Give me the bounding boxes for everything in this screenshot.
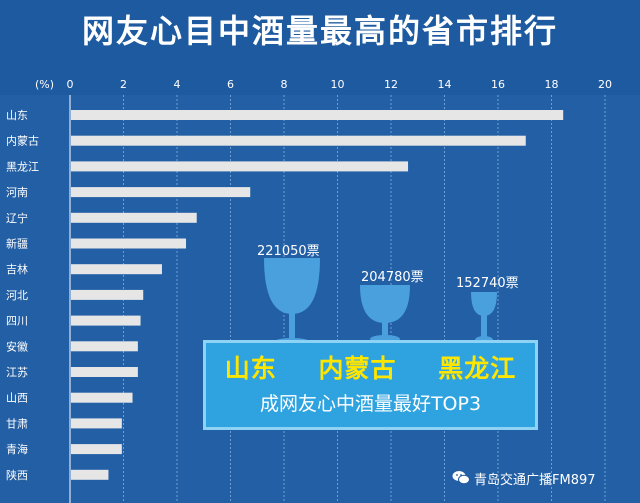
bar bbox=[71, 238, 187, 249]
x-tick-label: 4 bbox=[174, 78, 181, 91]
bar bbox=[71, 444, 122, 455]
category-label: 内蒙古 bbox=[6, 134, 39, 148]
top3-province-2: 内蒙古 bbox=[318, 354, 397, 383]
x-tick-label: 20 bbox=[598, 78, 612, 91]
category-label: 辽宁 bbox=[6, 211, 28, 225]
bar bbox=[71, 161, 409, 172]
top3-callout: 山东 内蒙古 黑龙江 成网友心中酒量最好TOP3 bbox=[203, 340, 538, 430]
category-label: 河北 bbox=[6, 289, 28, 302]
x-tick-label: 0 bbox=[67, 78, 74, 91]
category-label: 新疆 bbox=[6, 237, 28, 251]
vote-count-3: 152740票 bbox=[456, 276, 519, 291]
category-label: 安徽 bbox=[6, 339, 28, 353]
bar bbox=[71, 289, 144, 300]
unit-label: (%) bbox=[35, 78, 54, 91]
bar bbox=[71, 135, 526, 146]
category-label: 山西 bbox=[6, 392, 28, 405]
top3-provinces: 山东 内蒙古 黑龙江 bbox=[206, 349, 535, 385]
category-label: 江苏 bbox=[6, 366, 28, 379]
bar bbox=[71, 418, 122, 429]
top3-subtitle: 成网友心中酒量最好TOP3 bbox=[259, 393, 482, 415]
x-tick-label: 18 bbox=[545, 78, 559, 91]
bar bbox=[71, 469, 109, 480]
category-label: 山东 bbox=[6, 109, 28, 122]
x-tick-label: 16 bbox=[491, 78, 505, 91]
vote-count-1: 221050票 bbox=[257, 244, 320, 259]
vote-count-2: 204780票 bbox=[361, 270, 424, 285]
wechat-icon bbox=[452, 471, 470, 485]
category-label: 四川 bbox=[6, 315, 28, 328]
category-label: 青海 bbox=[6, 442, 28, 456]
x-tick-label: 14 bbox=[438, 78, 452, 91]
bar bbox=[71, 110, 564, 120]
x-tick-label: 12 bbox=[384, 78, 398, 91]
category-label: 陕西 bbox=[6, 468, 28, 482]
category-label: 甘肃 bbox=[6, 417, 28, 430]
bar bbox=[71, 392, 133, 403]
page-title: 网友心目中酒量最高的省市排行 bbox=[81, 12, 558, 50]
top3-province-1: 山东 bbox=[224, 354, 277, 383]
category-label: 河南 bbox=[6, 186, 28, 199]
x-tick-label: 2 bbox=[120, 78, 127, 91]
top3-province-3: 黑龙江 bbox=[438, 354, 517, 383]
bar bbox=[71, 212, 197, 223]
category-label: 吉林 bbox=[6, 262, 28, 276]
x-tick-label: 6 bbox=[227, 78, 234, 91]
watermark: 青岛交通广播FM897 bbox=[474, 473, 596, 488]
bar bbox=[71, 187, 251, 198]
bar bbox=[71, 341, 138, 352]
bar bbox=[71, 315, 141, 326]
x-tick-label: 8 bbox=[281, 78, 288, 91]
bar bbox=[71, 264, 162, 275]
x-tick-label: 10 bbox=[331, 78, 345, 91]
category-label: 黑龙江 bbox=[6, 160, 39, 173]
bar bbox=[71, 367, 138, 377]
